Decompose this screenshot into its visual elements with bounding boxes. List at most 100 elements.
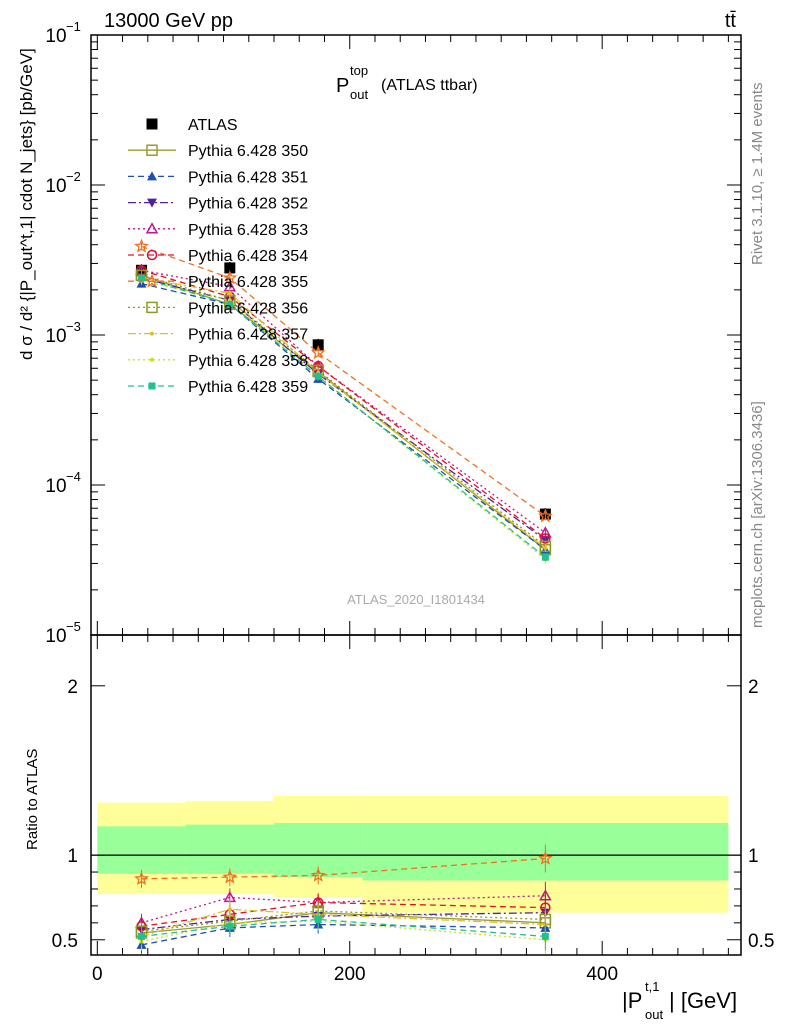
top-y-axis-label: d σ / d² {|P_out^t,1| cdot N_jets} [pb/G… (17, 48, 36, 360)
title-suffix: (ATLAS ttbar) (381, 77, 478, 94)
ratio-line (141, 918, 546, 938)
legend-label: Pythia 6.428 355 (188, 274, 308, 291)
ratio-y-tick-label-left: 2 (67, 677, 78, 698)
ratio-line (141, 908, 546, 937)
energy-label: 13000 GeV pp (104, 10, 233, 32)
top-panel: 10−110−210−310−410−5 (45, 19, 742, 647)
tick-exponent: −3 (66, 319, 81, 334)
x-label-sup: t,1 (645, 979, 659, 994)
ratio-y-tick-label-right: 2 (748, 677, 759, 698)
tick-base: 10 (45, 476, 66, 497)
legend-label: Pythia 6.428 350 (188, 143, 308, 160)
analysis-id-label: ATLAS_2020_I1801434 (347, 592, 485, 607)
ratio-marker (314, 915, 322, 923)
series-line (141, 274, 546, 547)
tick-base: 10 (45, 326, 66, 347)
series-marker (310, 345, 326, 360)
legend-entry: Pythia 6.428 358 (128, 353, 308, 370)
ratio-bands (97, 795, 729, 913)
legend-marker (147, 198, 157, 208)
legend-marker (144, 273, 160, 288)
legend-entry: Pythia 6.428 350 (128, 143, 308, 160)
legend-entry: ATLAS (146, 117, 238, 134)
series-pythia-6-428-359 (137, 273, 549, 562)
legend-marker (146, 118, 158, 130)
rivet-label: Rivet 3.1.10, ≥ 1.4M events (749, 83, 766, 266)
top-panel-title: P top out (ATLAS ttbar) (336, 63, 478, 102)
legend-entry: Pythia 6.428 356 (128, 300, 308, 317)
series-line (141, 283, 546, 551)
ratio-y-tick-label-left: 1 (67, 846, 78, 867)
x-tick-label: 200 (334, 964, 366, 985)
ratio-marker (222, 869, 238, 884)
x-tick-label: 0 (92, 964, 103, 985)
legend-entry: Pythia 6.428 355 (128, 273, 308, 291)
ratio-marker (137, 932, 145, 940)
x-label-suffix: | [GeV] (669, 988, 737, 1013)
tick-exponent: −4 (66, 469, 81, 484)
x-label-sub: out (645, 1007, 663, 1022)
legend-label: Pythia 6.428 357 (188, 327, 308, 344)
ratio-panel: 0.5 0.5 1 1 2 2 0 200 400 (52, 634, 774, 985)
legend-entry: Pythia 6.428 353 (128, 222, 308, 239)
series-marker (541, 553, 549, 561)
tick-base: 10 (45, 26, 66, 47)
x-tick-label: 400 (586, 964, 618, 985)
legend-entry: Pythia 6.428 352 (128, 196, 308, 213)
series-marker (538, 508, 553, 523)
legend-marker (150, 357, 154, 362)
legend-label: Pythia 6.428 359 (188, 379, 308, 396)
ratio-line (141, 920, 546, 943)
series-marker (227, 291, 232, 296)
ratio-line (141, 912, 546, 934)
legend-marker (150, 331, 154, 336)
x-label-main: |P (622, 988, 642, 1013)
legend-marker (145, 222, 159, 234)
ratio-line (141, 923, 546, 946)
top-y-tick-label: 10 −1 (45, 19, 80, 47)
ratio-y-axis-label: Ratio to ATLAS (24, 749, 41, 850)
legend-entry: Pythia 6.428 354 (128, 248, 308, 265)
top-y-tick-label: 10 −2 (45, 169, 80, 197)
ratio-x-ticks: 0 200 400 (92, 635, 729, 985)
top-y-tick-label: 10 −3 (45, 319, 80, 347)
legend-entry: Pythia 6.428 359 (128, 379, 308, 396)
title-sub: out (350, 87, 368, 102)
legend-label: Pythia 6.428 354 (188, 248, 308, 265)
legend-label: Pythia 6.428 356 (188, 300, 308, 317)
series-marker (543, 546, 548, 551)
legend-entry: Pythia 6.428 357 (128, 327, 308, 344)
legend-marker (146, 301, 158, 314)
series-pythia-6-428-358 (139, 276, 548, 564)
series-marker (222, 270, 238, 285)
ratio-marker (226, 922, 234, 930)
ratio-line (141, 901, 546, 927)
mcplots-label: mcplots.cern.ch [arXiv:1306.3436] (749, 401, 766, 628)
data-point (312, 339, 324, 351)
legend-entry: Pythia 6.428 351 (128, 169, 308, 186)
title-main: P (336, 75, 349, 97)
process-label: tt̄ (725, 10, 737, 32)
ratio-line (141, 857, 546, 880)
series-marker (226, 300, 234, 308)
ratio-y-tick-label-right: 0.5 (748, 931, 774, 952)
ratio-marker (541, 932, 549, 940)
top-y-tick-label: 10 −4 (45, 469, 80, 497)
top-y-ticks: 10−110−210−310−410−5 (45, 19, 741, 647)
legend: ATLAS Pythia 6.428 350 Pythia 6.428 351 Pyt… (128, 117, 308, 396)
series-pythia-6-428-355 (134, 238, 553, 523)
series-line (141, 277, 546, 549)
series-line (141, 277, 546, 558)
legend-marker (147, 171, 157, 181)
top-x-ticks (96, 35, 729, 635)
legend-label: Pythia 6.428 358 (188, 353, 308, 370)
tick-base: 10 (45, 176, 66, 197)
ratio-line (141, 895, 546, 924)
tick-exponent: −1 (66, 19, 81, 34)
legend-label: Pythia 6.428 353 (188, 222, 308, 239)
series-line (141, 245, 546, 517)
tick-base: 10 (45, 626, 66, 647)
ratio-line (141, 912, 546, 931)
ratio-line (141, 910, 546, 932)
